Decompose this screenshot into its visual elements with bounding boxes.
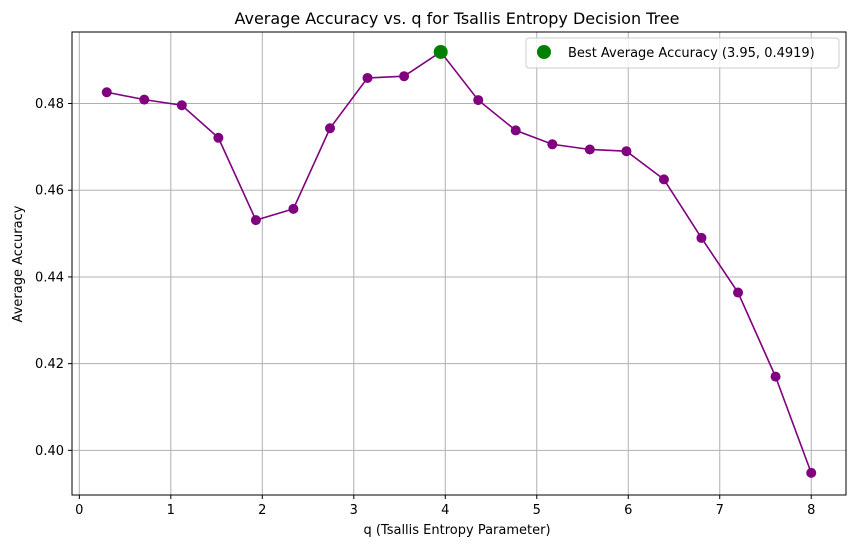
grid-lines: [72, 32, 846, 495]
x-tick-label: 4: [441, 503, 449, 518]
plot-frame: [71, 31, 847, 496]
accuracy-data-point: [325, 123, 335, 134]
x-tick-label: 0: [75, 503, 83, 518]
y-tick-label: 0.44: [35, 270, 64, 285]
legend-frame: [525, 37, 840, 69]
accuracy-data-point: [621, 146, 632, 157]
accuracy-data-point: [213, 132, 224, 143]
x-tick-label: 7: [716, 503, 724, 518]
accuracy-data-point: [288, 203, 299, 214]
accuracy-data-point: [176, 100, 187, 111]
accuracy-series-line: [106, 50, 812, 474]
accuracy-data-point: [658, 174, 669, 185]
accuracy-data-point: [362, 72, 373, 83]
axes: 0 1 2 3 4 5 6 7 8 0.40 0.42 0.44 0.46 0.48: [35, 31, 847, 518]
accuracy-data-point: [547, 139, 558, 150]
y-tick-label: 0.40: [35, 444, 64, 459]
series-layer: [101, 44, 817, 478]
y-tick-label: 0.48: [35, 97, 64, 112]
legend-best-marker: [537, 45, 551, 59]
y-tick-label: 0.46: [35, 184, 64, 199]
x-tick-label: 2: [258, 503, 266, 518]
x-tick-label: 3: [350, 503, 358, 518]
x-axis-label: q (Tsallis Entropy Parameter): [363, 523, 550, 538]
accuracy-data-point: [584, 144, 595, 155]
accuracy-data-point: [806, 467, 817, 478]
accuracy-data-point: [733, 287, 744, 298]
accuracy-data-point: [250, 215, 261, 226]
accuracy-data-point: [101, 87, 112, 98]
accuracy-data-point: [510, 125, 521, 136]
y-tick-label: 0.42: [35, 357, 64, 372]
legend-best-label: Best Average Accuracy (3.95, 0.4919): [568, 46, 815, 61]
x-tick-label: 8: [807, 503, 815, 518]
chart-title: Average Accuracy vs. q for Tsallis Entro…: [234, 9, 679, 28]
y-axis-label: Average Accuracy: [11, 205, 26, 322]
x-tick-label: 1: [167, 503, 175, 518]
accuracy-data-point: [139, 94, 150, 105]
x-tick-label: 6: [624, 503, 632, 518]
legend: Best Average Accuracy (3.95, 0.4919): [525, 37, 840, 69]
best-accuracy-point: [433, 44, 448, 59]
accuracy-data-point: [770, 371, 781, 382]
accuracy-data-point: [696, 232, 707, 243]
accuracy-data-point: [473, 95, 484, 106]
accuracy-data-point: [399, 71, 410, 82]
x-tick-label: 5: [533, 503, 541, 518]
